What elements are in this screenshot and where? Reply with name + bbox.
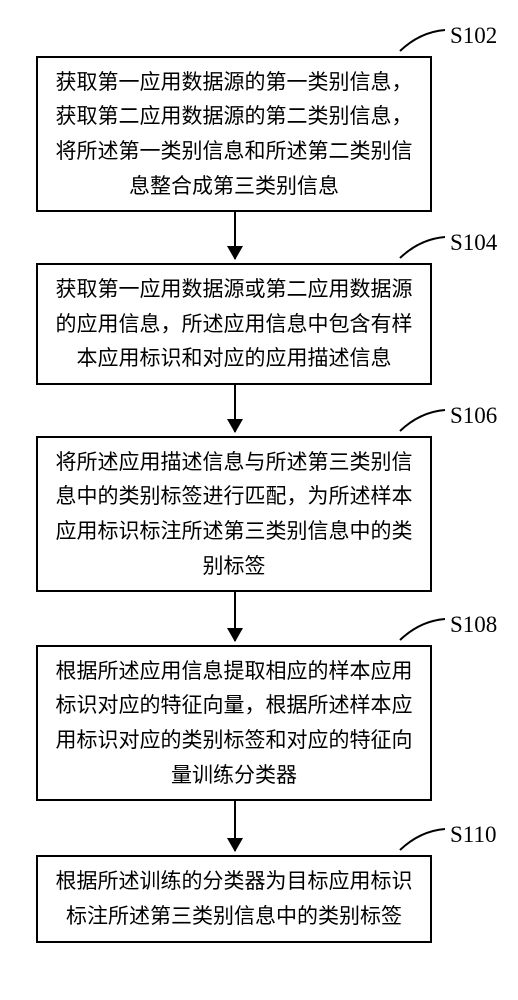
flow-node-s102: 获取第一应用数据源的第一类别信息，获取第二应用数据源的第二类别信息，将所述第一类… xyxy=(36,56,432,212)
step-label-s102: S102 xyxy=(450,23,497,49)
step-label-s108: S108 xyxy=(450,612,497,638)
flow-node-text: 根据所述应用信息提取相应的样本应用标识对应的特征向量，根据所述样本应用标识对应的… xyxy=(52,654,416,793)
callout-s108 xyxy=(0,592,518,647)
flow-node-text: 获取第一应用数据源或第二应用数据源的应用信息，所述应用信息中包含有样本应用标识和… xyxy=(52,272,416,376)
flow-node-s104: 获取第一应用数据源或第二应用数据源的应用信息，所述应用信息中包含有样本应用标识和… xyxy=(36,263,432,385)
callout-s102 xyxy=(0,0,518,60)
flowchart: 获取第一应用数据源的第一类别信息，获取第二应用数据源的第二类别信息，将所述第一类… xyxy=(0,0,518,1000)
flow-node-s110: 根据所述训练的分类器为目标应用标识标注所述第三类别信息中的类别标签 xyxy=(36,855,432,943)
arrow-2 xyxy=(234,385,236,432)
flow-node-text: 将所述应用描述信息与所述第三类别信息中的类别标签进行匹配，为所述样本应用标识标注… xyxy=(52,445,416,584)
step-label-s104: S104 xyxy=(450,230,497,256)
step-label-s110: S110 xyxy=(450,822,496,848)
flow-node-s108: 根据所述应用信息提取相应的样本应用标识对应的特征向量，根据所述样本应用标识对应的… xyxy=(36,645,432,801)
arrow-3 xyxy=(234,592,236,641)
arrow-4 xyxy=(234,801,236,851)
callout-s110 xyxy=(0,802,518,857)
callout-s106 xyxy=(0,383,518,438)
callout-s104 xyxy=(0,210,518,265)
flow-node-s106: 将所述应用描述信息与所述第三类别信息中的类别标签进行匹配，为所述样本应用标识标注… xyxy=(36,436,432,592)
flow-node-text: 根据所述训练的分类器为目标应用标识标注所述第三类别信息中的类别标签 xyxy=(52,864,416,933)
flow-node-text: 获取第一应用数据源的第一类别信息，获取第二应用数据源的第二类别信息，将所述第一类… xyxy=(52,65,416,204)
arrow-1 xyxy=(234,212,236,259)
step-label-s106: S106 xyxy=(450,403,497,429)
